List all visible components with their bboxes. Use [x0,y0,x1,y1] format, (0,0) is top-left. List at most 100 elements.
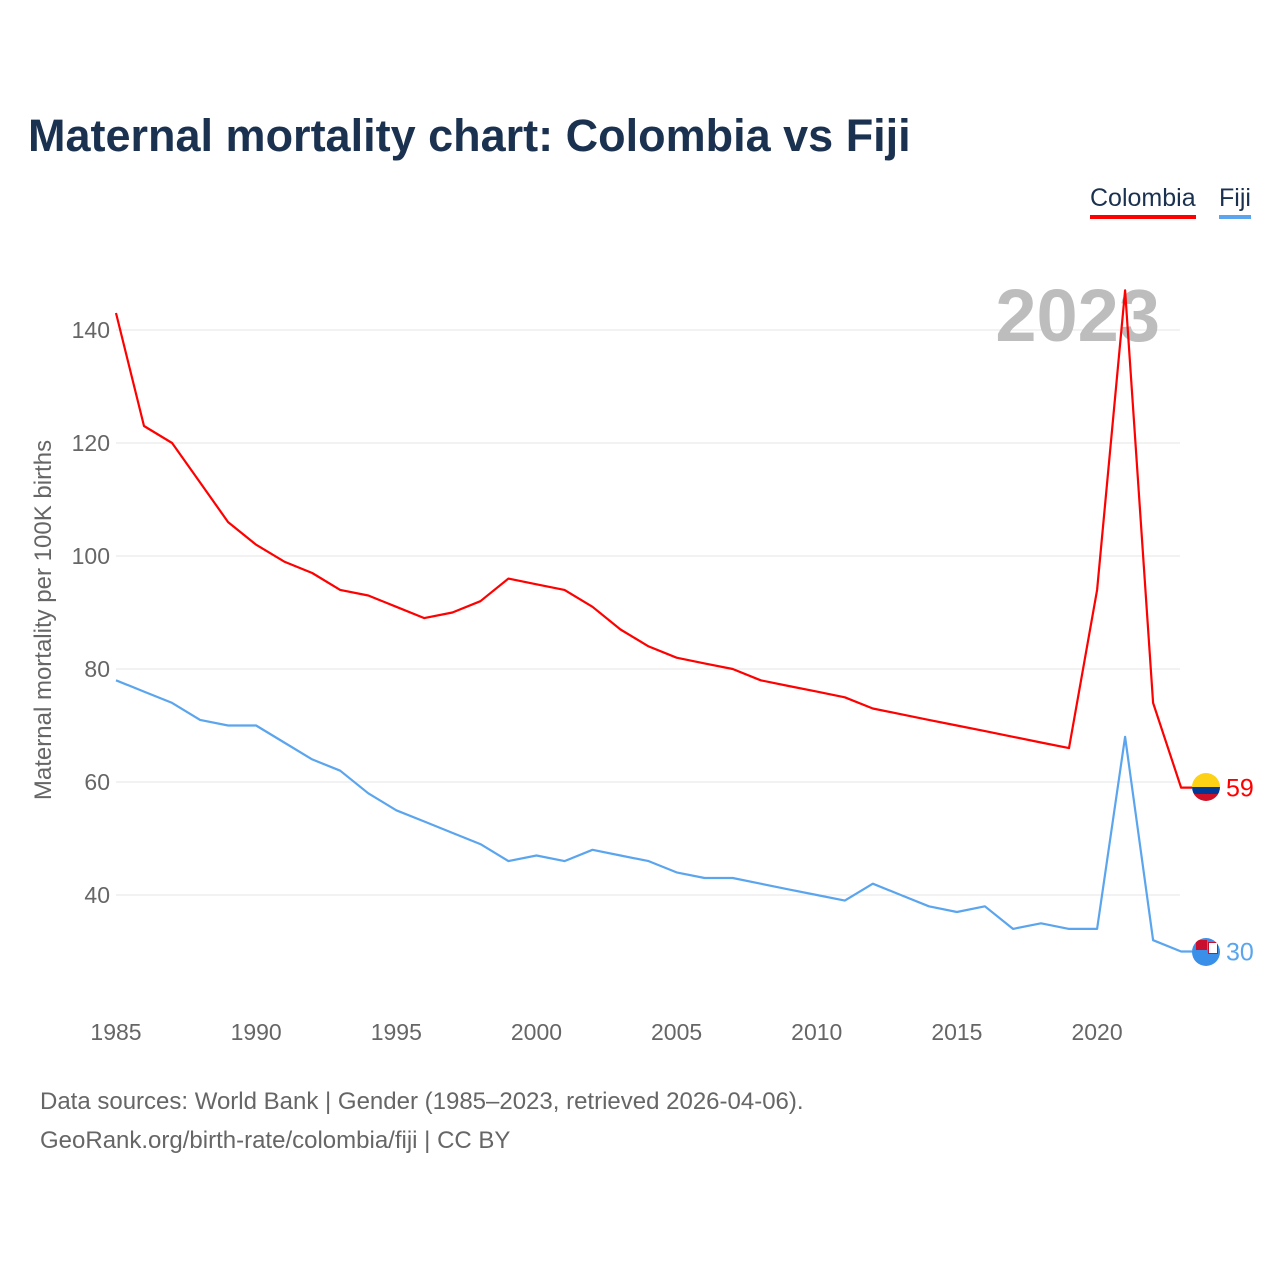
series-line-fiji [115,679,1192,953]
data-point-fiji [1010,926,1016,932]
data-point-fiji [393,807,399,813]
data-point-colombia [309,570,315,576]
data-point-fiji [702,875,708,881]
data-point-fiji [197,717,203,723]
data-point-fiji [618,852,624,858]
data-point-fiji [505,858,511,864]
data-point-colombia [870,706,876,712]
data-point-colombia [1150,700,1156,706]
data-point-colombia [982,728,988,734]
data-point-colombia [702,660,708,666]
data-point-colombia [842,694,848,700]
y-tick-label: 140 [72,317,110,343]
y-tick-label: 120 [72,430,110,456]
data-point-fiji [590,847,596,853]
data-point-fiji [449,830,455,836]
data-point-fiji [954,909,960,915]
colombia-flag-icon [1192,773,1220,801]
data-point-fiji [786,886,792,892]
data-point-colombia [898,711,904,717]
data-point-fiji [1094,926,1100,932]
data-point-colombia [365,593,371,599]
data-point-fiji [758,881,764,887]
data-point-colombia [477,598,483,604]
data-point-colombia [730,666,736,672]
data-point-fiji [1038,920,1044,926]
data-point-colombia [505,576,511,582]
data-point-colombia [561,587,567,593]
data-point-colombia [758,677,764,683]
chart-title: Maternal mortality chart: Colombia vs Fi… [28,110,911,161]
data-point-colombia [590,604,596,610]
data-point-colombia [113,310,119,316]
legend-fiji[interactable]: Fiji [1219,184,1251,219]
data-point-fiji [253,723,259,729]
data-point-colombia [814,689,820,695]
data-point-fiji [1122,734,1128,740]
data-source: Data sources: World Bank | Gender (1985–… [40,1088,804,1115]
end-value-label-fiji: 30 [1226,939,1254,967]
y-tick-label: 80 [84,656,110,682]
fiji-flag-icon [1192,938,1220,966]
data-point-fiji [1178,949,1184,955]
data-point-colombia [421,615,427,621]
data-point-colombia [1010,734,1016,740]
data-point-fiji [533,852,539,858]
data-point-fiji [814,892,820,898]
data-point-colombia [618,626,624,632]
data-point-colombia [674,655,680,661]
data-point-fiji [898,892,904,898]
data-point-fiji [281,739,287,745]
x-tick-label: 1995 [371,1019,422,1045]
data-point-fiji [113,677,119,683]
data-point-fiji [870,881,876,887]
data-point-fiji [842,898,848,904]
legend-colombia[interactable]: Colombia [1090,184,1196,219]
x-tick-label: 2000 [511,1019,562,1045]
data-point-fiji [730,875,736,881]
data-point-colombia [253,542,259,548]
attribution-link[interactable]: GeoRank.org/birth-rate/colombia/fiji | C… [40,1127,511,1154]
data-point-fiji [477,841,483,847]
data-point-colombia [1066,745,1072,751]
x-tick-label: 2005 [651,1019,702,1045]
data-point-fiji [141,689,147,695]
data-point-colombia [786,683,792,689]
data-point-fiji [365,790,371,796]
data-point-colombia [954,723,960,729]
y-tick-label: 60 [84,769,110,795]
data-point-colombia [926,717,932,723]
y-tick-label: 40 [84,882,110,908]
data-point-colombia [225,519,231,525]
end-value-label-colombia: 59 [1226,775,1254,803]
data-point-colombia [337,587,343,593]
series-line-colombia [114,289,1192,789]
data-point-fiji [225,723,231,729]
y-tick-label: 100 [72,543,110,569]
data-point-fiji [926,903,932,909]
data-point-colombia [169,440,175,446]
x-tick-label: 1990 [231,1019,282,1045]
data-point-fiji [646,858,652,864]
data-point-colombia [646,643,652,649]
x-tick-label: 2020 [1071,1019,1122,1045]
data-point-fiji [1150,937,1156,943]
data-point-colombia [1122,287,1128,293]
x-tick-label: 1985 [90,1019,141,1045]
data-point-colombia [1038,739,1044,745]
data-point-colombia [141,423,147,429]
data-point-colombia [1178,785,1184,791]
data-point-fiji [674,869,680,875]
x-tick-label: 2010 [791,1019,842,1045]
year-watermark: 2023 [995,274,1160,357]
data-point-fiji [982,903,988,909]
y-axis-label: Maternal mortality per 100K births [30,440,57,800]
data-point-colombia [1094,587,1100,593]
data-point-colombia [197,480,203,486]
data-point-colombia [533,581,539,587]
data-point-fiji [169,700,175,706]
data-point-fiji [561,858,567,864]
data-point-fiji [309,756,315,762]
data-point-fiji [1066,926,1072,932]
